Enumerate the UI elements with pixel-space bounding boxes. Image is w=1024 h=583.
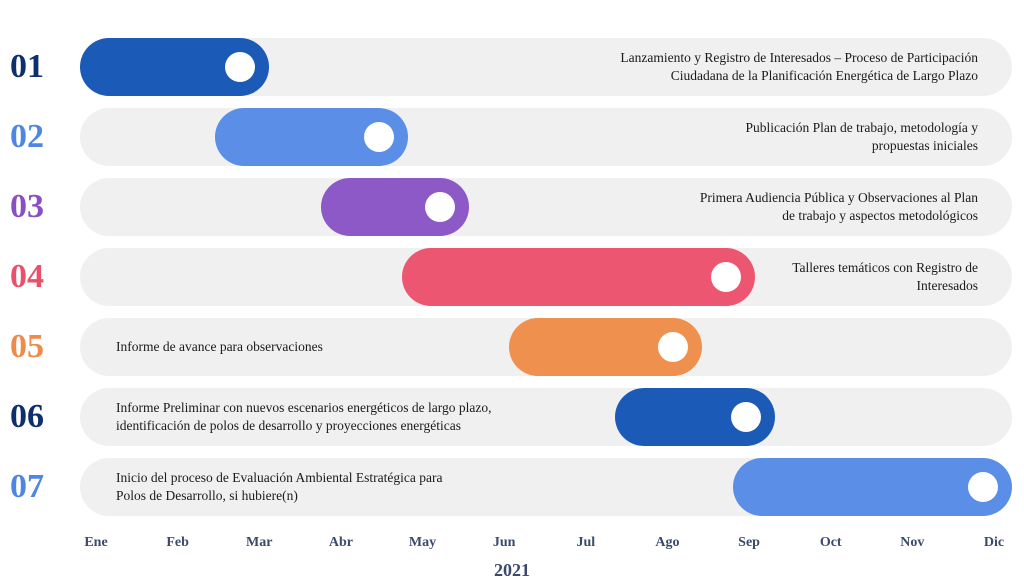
task-number: 04: [10, 258, 44, 295]
task-end-marker: [657, 332, 688, 362]
task-track: [80, 388, 1012, 446]
task-label: Primera Audiencia Pública y Observacione…: [699, 190, 978, 223]
month-tick-label: Abr: [328, 535, 353, 550]
task-end-marker: [710, 262, 741, 292]
task-number: 01: [10, 48, 44, 85]
task-number: 02: [10, 118, 44, 155]
month-tick-label: Jul: [576, 535, 596, 550]
task-end-marker: [363, 122, 394, 152]
month-tick-label: Ene: [84, 535, 108, 550]
task-end-marker: [225, 52, 256, 82]
task-number: 03: [10, 188, 44, 225]
month-tick-label: Jun: [492, 535, 516, 550]
task-number: 06: [10, 398, 44, 435]
month-tick-label: Ago: [655, 535, 680, 550]
task-bar: [402, 248, 755, 306]
task-bar: [214, 108, 408, 166]
task-label: Lanzamiento y Registro de Interesados – …: [620, 50, 978, 83]
task-label: Talleres temáticos con Registro de Inter…: [792, 260, 978, 293]
task-number: 07: [10, 468, 44, 505]
task-number: 05: [10, 328, 44, 365]
task-bar: [508, 318, 702, 376]
task-track: [80, 178, 1012, 236]
task-label: Informe Preliminar con nuevos escenarios…: [116, 400, 492, 433]
task-end-marker: [731, 402, 762, 432]
month-tick-label: Dic: [983, 535, 1005, 550]
task-label: Informe de avance para observaciones: [116, 339, 323, 354]
month-tick-label: Feb: [166, 535, 189, 550]
month-tick-label: May: [408, 535, 437, 550]
task-bar: [80, 38, 270, 96]
month-tick-label: Nov: [900, 535, 925, 550]
task-end-marker: [425, 192, 456, 222]
task-label: Inicio del proceso de Evaluación Ambient…: [116, 470, 443, 503]
month-tick-label: Sep: [738, 535, 760, 550]
task-bar: [320, 178, 470, 236]
year-label: 2021: [494, 560, 530, 580]
task-label: Publicación Plan de trabajo, metodología…: [745, 120, 978, 153]
month-tick-label: Oct: [819, 535, 842, 550]
task-end-marker: [967, 472, 998, 502]
task-bar: [614, 388, 776, 446]
month-tick-label: Mar: [246, 535, 273, 550]
task-bar: [733, 458, 1012, 516]
